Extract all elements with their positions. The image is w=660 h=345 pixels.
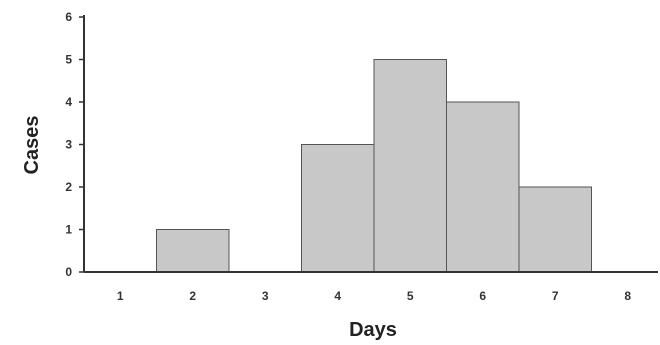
y-axis-ticks: 0 1 2 3 4 5 6 (65, 10, 84, 279)
y-tick-label: 5 (65, 53, 72, 67)
x-axis-ticks: 1 2 3 4 5 6 7 8 (117, 289, 632, 303)
y-tick-label: 6 (65, 10, 72, 24)
bar-day-7 (518, 186, 592, 273)
bars-group (156, 59, 592, 273)
bar-day-4 (301, 144, 375, 273)
y-tick-label: 4 (65, 95, 72, 109)
y-axis-title: Cases (21, 116, 43, 175)
y-tick-label: 0 (65, 265, 72, 279)
x-tick-label: 7 (552, 289, 559, 303)
x-tick-label: 3 (262, 289, 269, 303)
x-tick-label: 4 (334, 289, 341, 303)
bar-day-6 (446, 101, 520, 273)
bar-day-2 (156, 229, 230, 273)
x-tick-label: 8 (624, 289, 631, 303)
x-tick-label: 6 (479, 289, 486, 303)
y-tick-label: 2 (65, 180, 72, 194)
x-tick-label: 5 (407, 289, 414, 303)
x-axis-title: Days (349, 319, 397, 341)
y-tick-label: 3 (65, 138, 72, 152)
x-tick-label: 2 (189, 289, 196, 303)
y-tick-label: 1 (65, 223, 72, 237)
bar-day-5 (373, 59, 447, 273)
x-tick-label: 1 (117, 289, 124, 303)
